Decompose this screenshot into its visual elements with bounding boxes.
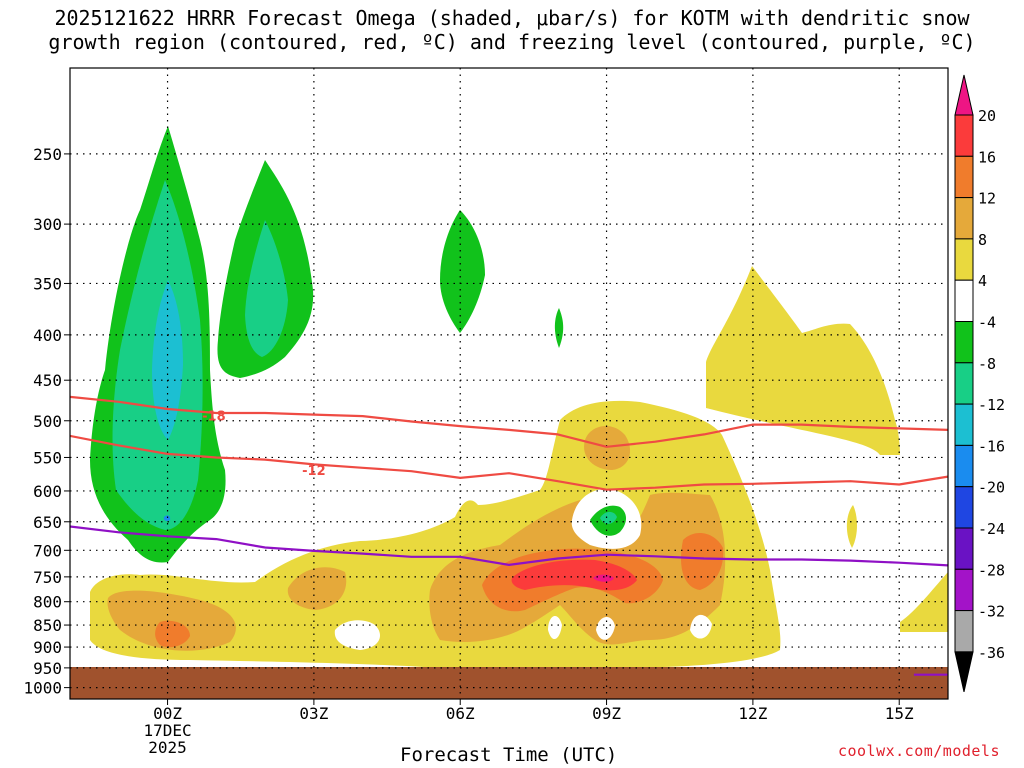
omega-shade-tan-upper — [584, 425, 631, 470]
omega-shade-magenta — [593, 574, 614, 582]
y-tick-label: 800 — [33, 593, 62, 612]
omega-shade-hole-4 — [596, 616, 615, 640]
y-tick-label: 350 — [33, 274, 62, 293]
omega-shade-upper-right-yellow — [706, 266, 900, 455]
omega-shade-right-edge-yellow — [900, 572, 948, 632]
colorbar-label: 8 — [978, 231, 987, 249]
x-tick-label: 03Z — [299, 704, 328, 723]
ground-layer — [70, 667, 948, 699]
contour-labels: -18 -12 — [202, 409, 326, 479]
colorbar-swatch — [954, 486, 974, 529]
y-tick-label: 1000 — [23, 679, 62, 698]
y-tick-label: 450 — [33, 371, 62, 390]
y-tick-label: 300 — [33, 215, 62, 234]
colorbar-label: -8 — [978, 355, 996, 373]
y-tick-label: 650 — [33, 513, 62, 532]
colorbar-label: 16 — [978, 148, 996, 166]
temperature-contours — [70, 395, 948, 676]
contour-label: -18 — [202, 409, 226, 424]
omega-shade-hole-1 — [334, 620, 380, 650]
colorbar-swatch — [954, 114, 974, 157]
chart-title: 2025121622 HRRR Forecast Omega (shaded, … — [48, 6, 976, 54]
omega-colorbar: 20 16 12 8 4 -4 -8 -12 -16 -20 -24 -28 -32 -36 — [954, 74, 1005, 693]
contour-dendritic-18c — [70, 395, 948, 448]
colorbar-swatch — [954, 155, 974, 199]
omega-shade-tan-small — [287, 567, 347, 610]
x-tick-year: 2025 — [148, 738, 187, 757]
site-credit: coolwx.com/models — [837, 742, 1000, 760]
colorbar-swatch — [954, 403, 974, 446]
colorbar-swatch — [954, 527, 974, 570]
colorbar-swatch — [954, 362, 974, 405]
colorbar-swatch — [954, 238, 974, 281]
colorbar-label: -36 — [978, 644, 1005, 662]
y-tick-label: 550 — [33, 448, 62, 467]
contour-freezing-level — [70, 525, 948, 567]
colorbar-label: -4 — [978, 314, 996, 332]
contour-dendritic-12c — [70, 434, 948, 491]
y-tick-label: 400 — [33, 326, 62, 345]
colorbar-label: -16 — [978, 437, 1005, 455]
colorbar-swatch — [954, 279, 974, 323]
colorbar-label: 20 — [978, 107, 996, 125]
x-tick-label: 15Z — [885, 704, 914, 723]
y-tick-label: 600 — [33, 482, 62, 501]
omega-shade-teal-second — [245, 220, 288, 357]
x-tick-label: 12Z — [738, 704, 767, 723]
omega-shade-orange-right — [680, 533, 724, 590]
colorbar-label: -32 — [978, 603, 1005, 621]
gridlines — [70, 68, 948, 699]
colorbar-swatch — [954, 197, 974, 240]
colorbar-label: -12 — [978, 396, 1005, 414]
y-tick-label: 900 — [33, 638, 62, 657]
omega-shade-blue-dot — [163, 515, 171, 521]
colorbar-swatch — [954, 568, 974, 612]
colorbar-label: 4 — [978, 272, 987, 290]
omega-shade-hole-5 — [690, 614, 712, 639]
x-tick-date: 17DEC — [143, 721, 191, 740]
colorbar-label: -20 — [978, 479, 1005, 497]
omega-shade-small-yellow — [846, 505, 857, 548]
y-tick-label: 700 — [33, 541, 62, 560]
colorbar-top-triangle — [954, 74, 974, 116]
omega-shade-hole-3 — [548, 615, 562, 640]
omega-shade-red — [511, 559, 637, 591]
colorbar-label: 12 — [978, 190, 996, 208]
colorbar-label: -24 — [978, 520, 1005, 538]
omega-shade-orange-left — [155, 620, 190, 648]
y-tick-label: 500 — [33, 412, 62, 431]
colorbar-label: -28 — [978, 561, 1005, 579]
x-tick-label: 00Z — [153, 704, 182, 723]
x-tick-label: 06Z — [446, 704, 475, 723]
y-axis: 250 300 350 400 450 500 550 600 650 700 750 800 850 9… — [23, 145, 70, 698]
y-tick-label: 950 — [33, 659, 62, 678]
colorbar-swatch — [954, 321, 974, 364]
y-tick-label: 850 — [33, 616, 62, 635]
plot-frame — [69, 67, 949, 700]
colorbar-bottom-triangle — [954, 651, 974, 693]
x-axis-label: Forecast Time (UTC) — [400, 744, 618, 766]
colorbar-swatch — [954, 444, 974, 488]
y-tick-label: 250 — [33, 145, 62, 164]
omega-shade-teal-small — [600, 511, 617, 524]
contour-label: -12 — [302, 464, 326, 479]
colorbar-swatch — [954, 610, 974, 653]
omega-shade-tan-left — [107, 590, 236, 651]
x-tick-label: 09Z — [592, 704, 621, 723]
omega-shading — [90, 126, 948, 668]
omega-shade-cyan — [152, 280, 183, 440]
omega-shade-green-third — [440, 210, 485, 333]
omega-shade-green-fourth — [554, 308, 564, 348]
y-tick-label: 750 — [33, 568, 62, 587]
